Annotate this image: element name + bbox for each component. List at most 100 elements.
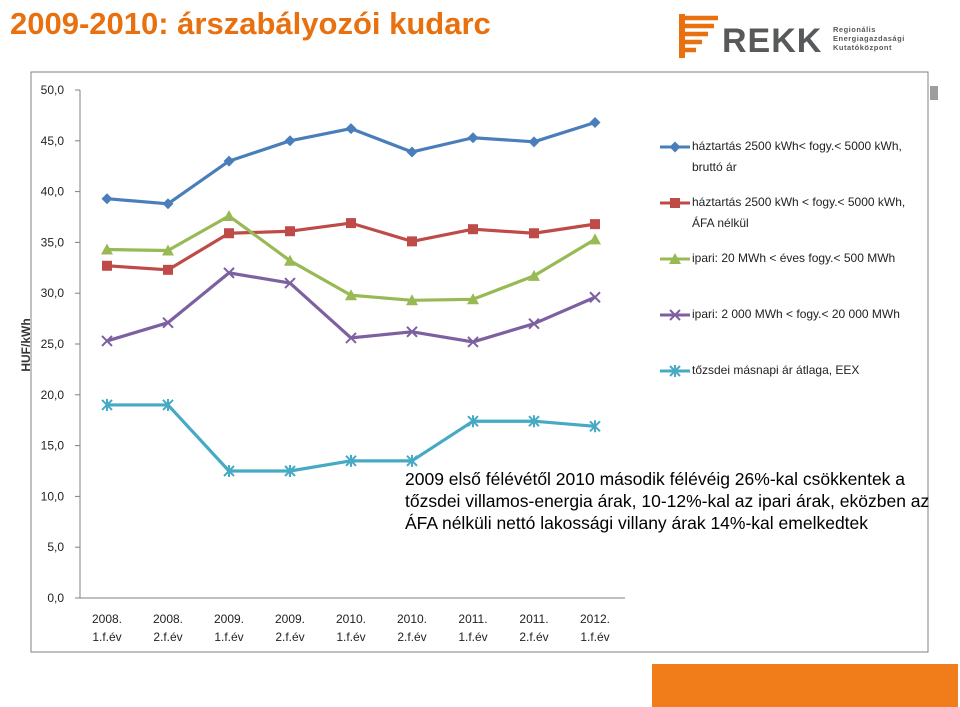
series-2 [102,218,600,275]
y-axis-label: HUF/kWh [19,318,33,371]
legend-marker [669,253,681,264]
data-point [467,415,479,428]
series-5 [101,398,601,477]
y-tick-label: 25,0 [41,337,65,351]
y-tick-label: 50,0 [41,83,65,97]
legend-marker [670,198,680,208]
side-marker [930,86,938,100]
logo-wordmark: REKK [722,22,823,60]
data-point [163,264,173,275]
y-tick-label: 45,0 [41,134,65,148]
data-point [345,454,357,467]
legend-swatch-icon [660,198,690,208]
data-point [346,218,356,229]
data-point [101,193,113,205]
footer-accent-bar [652,664,958,707]
data-point [224,228,234,239]
x-tick-label: 2009. [214,612,244,626]
x-tick-label: 1.f.év [580,630,609,644]
data-point [101,335,113,347]
data-point [223,465,235,477]
data-point [589,233,601,245]
data-point [284,135,296,147]
series-line [106,120,596,206]
x-tick-label: 1.f.év [336,630,365,644]
x-tick-label: 1.f.év [214,630,243,644]
legend-label-line: tőzsdei másnapi ár átlaga, EEX [692,363,860,377]
x-tick-label: 1.f.év [92,630,121,644]
series-line [106,221,596,272]
legend-label-line: háztartás 2500 kWh< fogy.< 5000 kWh, [692,139,902,153]
data-point [162,198,174,210]
data-point [589,291,601,303]
y-tick-label: 35,0 [41,235,65,249]
data-point [285,226,295,237]
series-4 [101,267,601,348]
data-point [528,415,540,428]
x-tick-label: 2008. [153,612,183,626]
data-point [467,293,479,305]
legend-marker [669,141,681,153]
data-point [345,123,357,135]
y-tick-label: 0,0 [47,591,64,605]
series-line [106,271,596,344]
series-line [106,214,596,302]
data-point [467,132,479,144]
legend-label-line: bruttó ár [692,160,737,174]
chart-border [30,71,929,653]
x-tick-label: 1.f.év [458,630,487,644]
legend-marker [669,309,681,321]
legend-label: háztartás 2500 kWh< fogy.< 5000 kWh, brut… [692,138,930,176]
data-point [589,117,601,129]
data-point [345,332,357,344]
data-point [162,244,174,256]
legend-label: ipari: 20 MWh < éves fogy.< 500 MWh [692,250,930,267]
x-tick-label: 2009. [275,612,305,626]
y-tick-label: 5,0 [47,540,64,554]
data-point [590,219,600,230]
data-point [406,326,418,338]
data-point [467,336,479,348]
data-point [589,420,601,433]
x-tick-label: 2012. [580,612,610,626]
data-point [406,294,418,306]
x-tick-label: 2011. [519,612,548,626]
data-point [528,269,540,281]
rekk-logo-icon [679,14,718,58]
y-tick-label: 40,0 [41,185,65,199]
logo-subtitle: Regionális Energiagazdasági Kutatóközpon… [833,25,905,52]
data-point [223,155,235,167]
legend-swatch-icon [660,365,690,377]
legend-label-line: ipari: 20 MWh < éves fogy.< 500 MWh [692,251,896,265]
legend-label: ipari: 2 000 MWh < fogy.< 20 000 MWh [692,306,930,323]
y-tick-label: 15,0 [41,439,65,453]
legend-label: háztartás 2500 kWh < fogy.< 5000 kWh, ÁFA… [692,194,930,232]
logo-subtitle-line: Energiagazdasági [833,34,905,43]
data-point [223,267,235,279]
data-point [101,243,113,255]
data-point [162,316,174,329]
legend-label: tőzsdei másnapi ár átlaga, EEX [692,362,930,379]
data-point [284,465,296,477]
x-tick-label: 2008. [92,612,122,626]
logo-subtitle-line: Regionális [833,25,876,34]
legend-swatch-icon [660,141,690,153]
data-point [223,209,235,221]
data-point [528,317,540,330]
x-tick-label: 2.f.év [519,630,548,644]
data-point [101,398,113,411]
series-1 [101,117,601,210]
x-tick-label: 2010. [397,612,427,626]
y-tick-label: 30,0 [41,286,65,300]
logo-subtitle-line: Kutatóközpont [833,43,892,52]
data-point [284,254,296,266]
x-tick-label: 2.f.év [153,630,182,644]
legend-marker [669,365,681,377]
data-point [407,236,417,247]
x-tick-label: 2010. [336,612,366,626]
y-tick-label: 20,0 [41,388,65,402]
annotation-text: 2009 első félévétől 2010 második félévéi… [405,469,930,533]
data-point [284,277,296,289]
data-point [528,136,540,148]
